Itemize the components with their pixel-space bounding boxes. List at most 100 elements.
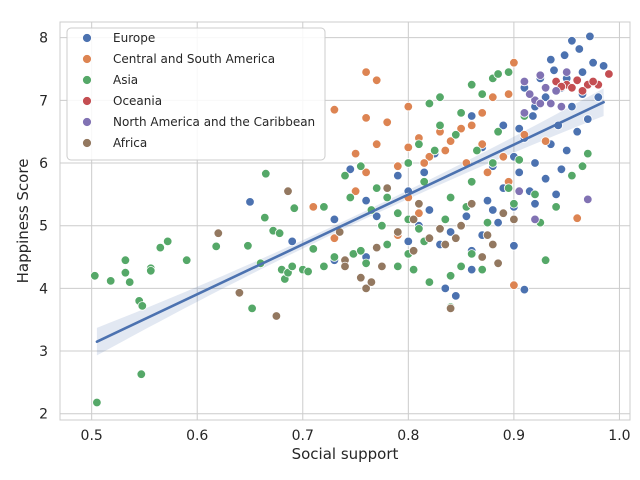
data-point bbox=[414, 199, 424, 209]
data-point bbox=[361, 67, 371, 77]
data-point bbox=[377, 220, 387, 231]
data-point bbox=[408, 214, 419, 225]
data-point bbox=[303, 266, 313, 277]
data-point bbox=[456, 123, 466, 134]
data-point bbox=[271, 311, 282, 321]
data-point bbox=[588, 58, 598, 68]
data-point bbox=[350, 148, 361, 159]
data-point bbox=[308, 244, 319, 254]
data-point bbox=[350, 186, 361, 196]
data-point bbox=[482, 167, 493, 178]
legend-label: Oceania bbox=[113, 94, 162, 108]
data-point bbox=[424, 152, 435, 162]
data-point bbox=[467, 120, 477, 131]
data-point bbox=[559, 50, 570, 60]
data-point bbox=[556, 164, 567, 175]
data-point bbox=[530, 189, 540, 200]
data-point bbox=[598, 61, 609, 71]
data-point bbox=[525, 89, 535, 99]
data-point bbox=[408, 264, 419, 275]
data-point bbox=[319, 261, 329, 272]
data-point bbox=[488, 158, 498, 168]
data-point bbox=[604, 69, 614, 79]
data-point bbox=[424, 98, 435, 109]
data-point bbox=[319, 202, 329, 212]
data-point bbox=[509, 199, 519, 209]
data-point bbox=[574, 44, 585, 54]
data-point bbox=[467, 177, 477, 187]
x-tick-label: 0.7 bbox=[292, 428, 314, 444]
data-point bbox=[247, 303, 257, 314]
data-point bbox=[551, 189, 561, 200]
data-point bbox=[356, 161, 366, 171]
y-tick-label: 6 bbox=[39, 156, 48, 172]
data-point bbox=[260, 212, 270, 223]
data-point bbox=[467, 111, 477, 121]
data-point bbox=[124, 277, 135, 287]
data-point bbox=[213, 228, 224, 238]
data-point bbox=[546, 98, 556, 109]
data-point bbox=[477, 139, 487, 149]
series-oceania bbox=[551, 69, 614, 96]
data-point bbox=[493, 258, 503, 269]
y-tick-label: 2 bbox=[39, 407, 48, 423]
data-point bbox=[509, 241, 519, 251]
data-point bbox=[583, 114, 593, 124]
data-point bbox=[372, 183, 382, 193]
data-point bbox=[393, 261, 403, 272]
data-point bbox=[577, 161, 588, 171]
data-point bbox=[329, 252, 340, 262]
data-point bbox=[488, 92, 498, 102]
legend-marker bbox=[82, 117, 92, 127]
data-point bbox=[567, 36, 577, 46]
data-point bbox=[419, 167, 429, 178]
data-point bbox=[372, 211, 382, 222]
data-point bbox=[567, 83, 577, 93]
data-point bbox=[287, 236, 297, 247]
data-point bbox=[393, 161, 403, 171]
data-point bbox=[572, 213, 582, 223]
data-point bbox=[509, 280, 519, 290]
data-point bbox=[585, 31, 595, 42]
series-north-america-and-the-caribbean bbox=[514, 67, 593, 225]
data-point bbox=[408, 246, 419, 256]
data-point bbox=[414, 224, 424, 234]
data-point bbox=[120, 255, 131, 265]
data-point bbox=[556, 101, 567, 112]
data-point bbox=[308, 202, 319, 212]
data-point bbox=[467, 264, 477, 275]
y-tick-label: 5 bbox=[39, 219, 48, 235]
data-point bbox=[366, 277, 377, 287]
data-point bbox=[488, 205, 498, 215]
legend-marker bbox=[82, 54, 92, 64]
data-point bbox=[382, 192, 392, 203]
data-point bbox=[120, 268, 131, 278]
data-point bbox=[530, 199, 540, 209]
legend-label: Central and South America bbox=[113, 52, 275, 66]
data-point bbox=[243, 241, 253, 251]
x-tick-label: 0.9 bbox=[503, 428, 525, 444]
data-point bbox=[540, 173, 551, 184]
data-point bbox=[356, 273, 366, 283]
data-point bbox=[445, 227, 456, 237]
data-point bbox=[588, 76, 598, 87]
data-point bbox=[419, 158, 429, 168]
y-tick-label: 3 bbox=[39, 344, 48, 360]
data-point bbox=[424, 277, 435, 287]
data-point bbox=[440, 283, 451, 294]
data-point bbox=[456, 108, 466, 118]
data-point bbox=[593, 92, 604, 102]
data-point bbox=[540, 92, 551, 102]
data-point bbox=[424, 233, 435, 243]
data-point bbox=[498, 120, 509, 131]
data-point bbox=[477, 89, 487, 99]
data-point bbox=[551, 202, 561, 212]
data-point bbox=[467, 199, 477, 209]
legend-marker bbox=[82, 96, 92, 106]
data-point bbox=[514, 167, 524, 178]
data-point bbox=[583, 194, 593, 205]
legend-marker bbox=[82, 75, 92, 85]
data-point bbox=[372, 242, 382, 253]
data-point bbox=[551, 86, 561, 96]
data-point bbox=[572, 75, 582, 86]
